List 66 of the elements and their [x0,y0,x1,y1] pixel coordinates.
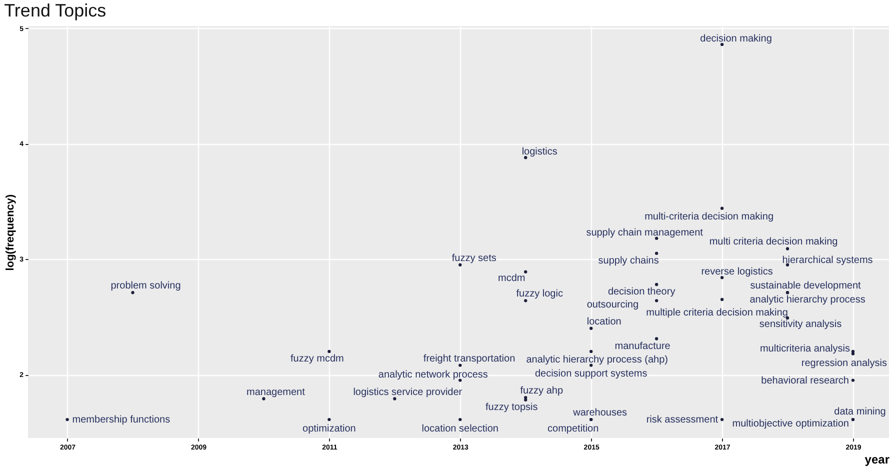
point [654,282,658,286]
annotation: membership functions [72,414,170,426]
annotation: fuzzy mcdm [290,353,344,364]
point [720,276,724,280]
annotation: fuzzy ahp [520,386,564,397]
chart-title: Trend Topics [4,0,106,20]
annotation: multi criteria decision making [709,236,838,248]
annotation: multiple criteria decision making [646,308,788,319]
annotation: risk assessment [646,414,718,426]
x-axis-title: year [864,452,890,466]
point [654,252,658,255]
annotation: optimization [302,424,356,435]
point [786,247,790,250]
annotation: behavioral research [761,375,849,386]
point [131,291,134,294]
point [524,270,528,274]
annotation: supply chains [598,255,659,266]
annotation: mcdm [498,272,526,284]
annotation: location [586,316,622,328]
annotation: outsourcing [586,300,639,311]
annotation: multiobjective optimization [732,418,849,430]
annotation: warehouses [572,408,628,419]
point [66,418,69,422]
annotation: management [246,386,306,398]
annotation: competition [548,424,599,435]
point [458,418,462,422]
point [654,337,658,340]
point [851,352,855,356]
point [393,397,396,400]
annotation: logistics service provider [353,386,463,398]
annotation: hierarchical systems [782,254,873,266]
point [328,350,331,354]
annotation: analytic network process [378,369,488,380]
point [590,326,593,330]
annotation: multi-criteria decision making [644,211,774,222]
point [720,42,724,46]
annotation: fuzzy sets [452,252,496,264]
annotation: decision theory [608,286,676,298]
annotation: multicriteria analysis [760,343,850,354]
annotation: manufacture [614,340,671,352]
annotation: fuzzy logic [516,288,563,300]
point [654,299,658,302]
annotation: reverse logistics [701,266,773,278]
point [590,350,593,354]
annotation: logistics [522,146,558,158]
annotation: supply chain management [586,227,704,238]
annotation: problem solving [110,280,181,292]
annotation: freight transportation [423,353,516,364]
annotation: fuzzy topsis [485,402,538,413]
point [720,418,724,422]
point [720,206,724,210]
annotation: data mining [834,406,886,418]
point [851,378,855,382]
annotation: sustainable development [750,280,862,292]
point [328,418,331,422]
annotation: decision making [700,33,772,44]
point [524,299,528,302]
annotation: location selection [422,424,498,435]
annotation: analytic hierarchy process (ahp) [526,354,668,366]
annotation: analytic hierarchy process [750,294,866,306]
annotation: decision support systems [534,368,648,380]
point [720,298,724,302]
annotation: sensitivity analysis [759,318,842,330]
annotation: regression analysis [801,358,887,369]
point [524,398,528,402]
y-axis-title: log(frequency) [4,194,17,271]
